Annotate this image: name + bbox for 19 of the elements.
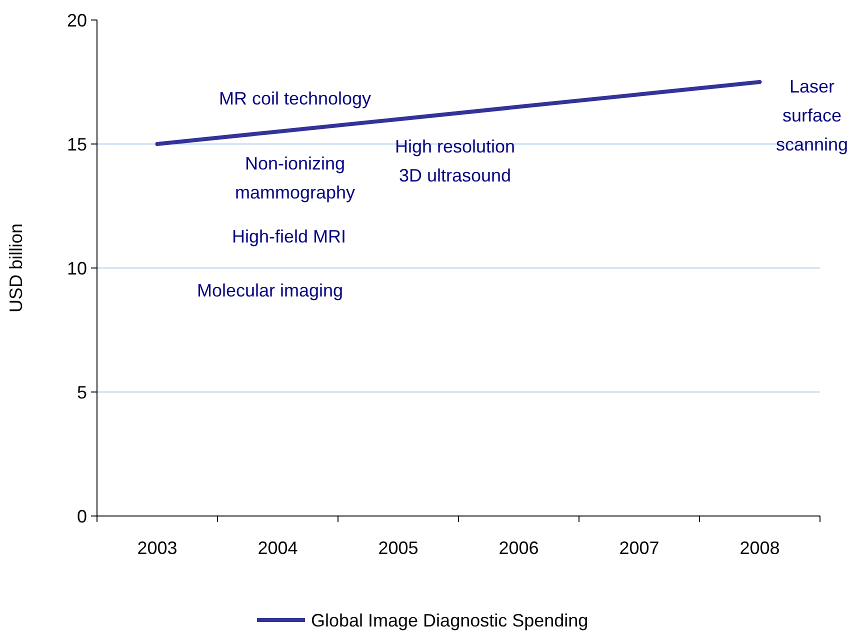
y-tick-label: 5: [76, 382, 87, 402]
annotation: Laser surface scanning: [776, 76, 848, 154]
x-tick-label: 2007: [619, 538, 660, 558]
y-tick-label: 15: [66, 134, 87, 154]
annotation: Molecular imaging: [196, 280, 344, 300]
x-tick-label: 2004: [258, 538, 298, 558]
x-tick-label: 2006: [498, 538, 539, 558]
annotation: High-field MRI: [232, 226, 346, 246]
y-axis-title: USD billion: [6, 223, 26, 313]
annotation: High resolution 3D ultrasound: [394, 136, 516, 186]
y-tick-label: 0: [76, 506, 87, 526]
y-tick-label: 20: [66, 10, 87, 30]
annotation: MR coil technology: [218, 88, 372, 108]
x-tick-label: 2005: [378, 538, 418, 558]
y-tick-label: 10: [66, 258, 87, 278]
annotation: Non-ionizing mammography: [234, 153, 356, 202]
legend-label: Global Image Diagnostic Spending: [311, 610, 588, 630]
x-tick-label: 2003: [137, 538, 178, 558]
x-tick-label: 2008: [740, 538, 780, 558]
